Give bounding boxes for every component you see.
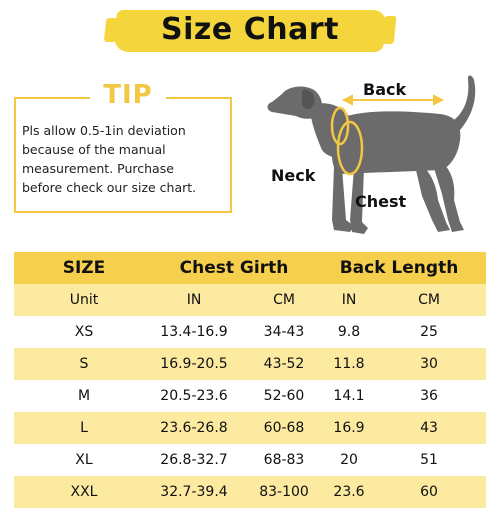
- cell-back-in: 20: [340, 452, 358, 468]
- back-measure-arrow: [341, 94, 445, 106]
- unit-chest-cm: CM: [273, 292, 295, 308]
- dog-illustration: [267, 75, 476, 234]
- neck-measure-ring: [330, 106, 350, 146]
- cell-back-in: 11.8: [333, 356, 365, 372]
- tip-text: Pls allow 0.5-1in deviation because of t…: [22, 121, 222, 197]
- tip-line: measurement. Purchase: [22, 161, 174, 176]
- cell-back-in: 16.9: [333, 420, 365, 436]
- cell-back-cm: 60: [420, 484, 438, 500]
- table-row: S 16.9-20.5 43-52 11.8 30: [14, 348, 486, 380]
- cell-back-cm: 36: [420, 388, 438, 404]
- cell-chest-in: 32.7-39.4: [160, 484, 228, 500]
- back-label: Back: [363, 80, 407, 99]
- unit-back-cm: CM: [418, 292, 440, 308]
- dog-silhouette: [267, 75, 476, 234]
- cell-chest-cm: 68-83: [263, 452, 305, 468]
- cell-chest-in: 13.4-16.9: [160, 324, 228, 340]
- neck-label: Neck: [271, 166, 316, 185]
- cell-back-in: 14.1: [333, 388, 365, 404]
- cell-back-cm: 51: [420, 452, 438, 468]
- title-banner: Size Chart: [0, 0, 500, 66]
- table-row: XXL 32.7-39.4 83-100 23.6 60: [14, 476, 486, 508]
- cell-chest-in: 23.6-26.8: [160, 420, 228, 436]
- table-row: XS 13.4-16.9 34-43 9.8 25: [14, 316, 486, 348]
- cell-back-cm: 30: [420, 356, 438, 372]
- cell-chest-in: 16.9-20.5: [160, 356, 228, 372]
- tip-label: TIP: [90, 80, 166, 110]
- cell-back-in: 23.6: [333, 484, 365, 500]
- table-row: M 20.5-23.6 52-60 14.1 36: [14, 380, 486, 412]
- chest-label: Chest: [355, 192, 407, 211]
- cell-chest-cm: 43-52: [263, 356, 305, 372]
- cell-size: L: [80, 420, 88, 436]
- cell-chest-cm: 52-60: [263, 388, 305, 404]
- cell-chest-cm: 83-100: [259, 484, 309, 500]
- cell-size: XS: [74, 324, 94, 340]
- table-row: XL 26.8-32.7 68-83 20 51: [14, 444, 486, 476]
- tip-line: before check our size chart.: [22, 180, 197, 195]
- cell-back-cm: 43: [420, 420, 438, 436]
- cell-chest-in: 26.8-32.7: [160, 452, 228, 468]
- tip-line: Pls allow 0.5-1in deviation: [22, 123, 186, 138]
- tip-line: because of the manual: [22, 142, 166, 157]
- chest-measure-ring: [336, 120, 364, 176]
- dog-measurement-diagram: Back Neck Chest: [250, 70, 500, 250]
- cell-size: M: [77, 388, 91, 404]
- cell-size: XXL: [70, 484, 98, 500]
- unit-chest-in: IN: [186, 292, 202, 308]
- header-back-length: Back Length: [339, 258, 459, 278]
- cell-back-in: 9.8: [337, 324, 361, 340]
- header-chest-girth: Chest Girth: [179, 258, 289, 278]
- table-unit-row: Unit IN CM IN CM: [14, 284, 486, 316]
- unit-back-in: IN: [341, 292, 357, 308]
- unit-label: Unit: [69, 292, 99, 308]
- page-title: Size Chart: [161, 12, 339, 47]
- table-row: L 23.6-26.8 60-68 16.9 43: [14, 412, 486, 444]
- cell-chest-cm: 60-68: [263, 420, 305, 436]
- cell-size: S: [79, 356, 89, 372]
- header-size: SIZE: [62, 258, 106, 278]
- cell-chest-in: 20.5-23.6: [160, 388, 228, 404]
- cell-chest-cm: 34-43: [263, 324, 305, 340]
- table-header-row: SIZE Chest Girth Back Length: [14, 252, 486, 284]
- cell-size: XL: [75, 452, 93, 468]
- cell-back-cm: 25: [420, 324, 438, 340]
